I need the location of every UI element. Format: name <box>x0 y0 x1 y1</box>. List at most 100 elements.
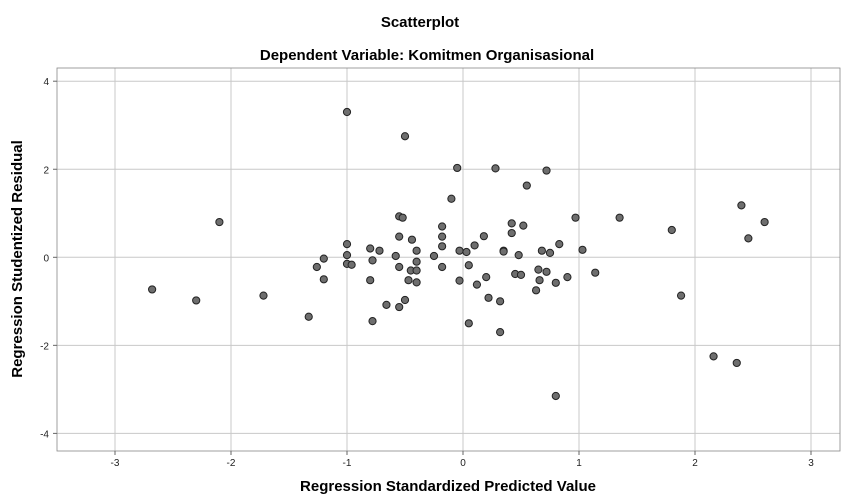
data-point <box>737 201 746 210</box>
data-point <box>491 164 500 173</box>
data-point <box>551 391 560 401</box>
data-point <box>522 181 531 190</box>
data-point <box>545 248 555 257</box>
tick-labels: -3 -2 -1 0 1 2 3 -4 -2 0 2 4 <box>40 77 814 469</box>
grid-lines <box>57 68 840 451</box>
data-point <box>534 265 543 274</box>
data-point <box>342 239 352 249</box>
data-point <box>438 262 447 272</box>
data-point <box>412 266 421 275</box>
data-point <box>760 217 769 227</box>
y-tick-label: -2 <box>40 341 49 352</box>
data-point <box>453 163 462 173</box>
data-point <box>571 213 580 222</box>
data-point <box>148 285 157 294</box>
data-point <box>395 232 404 241</box>
y-tick-label: -4 <box>40 429 49 440</box>
data-point <box>412 246 421 255</box>
x-tick-label: 3 <box>808 458 814 469</box>
data-point <box>667 225 676 235</box>
data-point <box>542 166 551 175</box>
data-point <box>591 268 600 277</box>
data-point <box>676 291 686 300</box>
data-point <box>438 222 447 231</box>
data-point <box>563 273 572 282</box>
y-axis-label: Regression Studentized Residual <box>9 140 26 378</box>
data-point <box>398 213 407 222</box>
data-point <box>709 352 718 361</box>
data-point <box>342 250 352 260</box>
x-tick-label: -1 <box>343 458 352 469</box>
data-point <box>366 276 375 285</box>
x-tick-label: 2 <box>692 458 698 469</box>
data-point <box>215 217 224 227</box>
data-point <box>429 251 439 261</box>
data-point <box>516 270 526 280</box>
data-point <box>519 221 528 230</box>
data-point <box>455 276 464 285</box>
data-point <box>391 251 400 261</box>
data-point <box>496 297 505 306</box>
data-point <box>312 262 321 272</box>
data-point <box>395 302 404 312</box>
data-point <box>400 132 410 141</box>
data-point <box>484 293 493 302</box>
data-point <box>404 276 413 285</box>
data-point <box>395 262 404 272</box>
data-point <box>368 256 377 265</box>
data-point <box>368 317 377 326</box>
data-point <box>455 246 464 255</box>
data-point <box>470 241 479 250</box>
data-point <box>578 245 587 254</box>
data-point <box>400 295 410 305</box>
data-point <box>447 194 456 203</box>
y-tick-label: 2 <box>43 165 49 176</box>
data-point <box>382 300 391 309</box>
data-point <box>507 219 516 228</box>
data-point <box>366 244 375 253</box>
data-point <box>438 242 447 251</box>
y-tick-label: 4 <box>43 77 49 88</box>
plot-frame <box>56 67 841 452</box>
x-tick-label: -3 <box>111 458 120 469</box>
data-point <box>555 239 564 249</box>
data-point <box>744 234 753 243</box>
data-point <box>482 273 491 282</box>
data-point <box>464 261 473 270</box>
data-point <box>438 232 447 241</box>
data-point <box>514 250 523 260</box>
chart-subtitle: Dependent Variable: Komitmen Organisasio… <box>260 47 594 64</box>
data-point <box>464 319 473 328</box>
data-point <box>496 328 505 337</box>
data-point <box>615 213 624 222</box>
data-point <box>259 291 268 300</box>
x-tick-label: 0 <box>460 458 466 469</box>
data-point <box>542 267 551 276</box>
y-tick-label: 0 <box>43 253 49 264</box>
data-point <box>407 235 417 244</box>
data-point <box>472 280 482 289</box>
data-point <box>732 358 741 368</box>
data-point <box>462 247 471 257</box>
data-point <box>319 275 328 284</box>
x-axis-label: Regression Standardized Predicted Value <box>300 478 596 495</box>
data-point <box>192 296 201 305</box>
data-point <box>551 278 560 287</box>
data-point <box>319 254 328 263</box>
data-point <box>375 246 384 255</box>
data-point <box>507 228 516 238</box>
data-point <box>499 247 508 256</box>
data-point <box>537 246 546 255</box>
data-point <box>304 312 313 321</box>
x-tick-label: -2 <box>227 458 236 469</box>
chart-title: Scatterplot <box>381 14 459 31</box>
x-tick-label: 1 <box>576 458 582 469</box>
data-points <box>148 107 769 401</box>
data-point <box>347 260 356 269</box>
plot-area: -3 -2 -1 0 1 2 3 -4 -2 0 2 4 <box>40 67 841 469</box>
data-point <box>531 286 541 295</box>
data-point <box>479 232 488 241</box>
data-point <box>342 107 352 117</box>
data-point <box>535 276 544 285</box>
